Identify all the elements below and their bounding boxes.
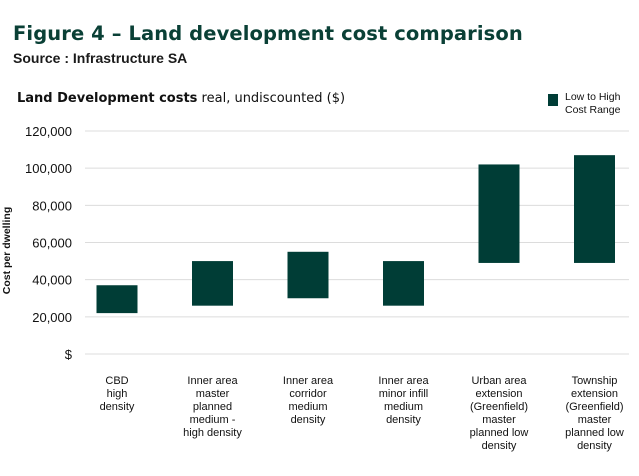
legend-label: Low to High Cost Range	[565, 91, 621, 116]
figure-source: Source : Infrastructure SA	[13, 50, 188, 66]
y-tick-label: 120,000	[25, 124, 72, 139]
range-bar	[96, 285, 138, 314]
x-category-label: Urban area extension (Greenfield) master…	[469, 375, 529, 452]
y-tick-label: 60,000	[32, 236, 72, 251]
x-category-label: Inner area corridor medium density	[282, 375, 334, 426]
figure-title: Figure 4 – Land development cost compari…	[13, 22, 523, 45]
x-category-label: CBD high density	[99, 375, 135, 413]
y-tick-label: 100,000	[25, 161, 72, 176]
range-bar	[287, 251, 329, 299]
x-category-label: Inner area minor infill medium density	[378, 375, 429, 426]
y-tick-label: $	[65, 347, 73, 362]
y-tick-label: 20,000	[32, 310, 72, 325]
chart-title: Land Development costs real, undiscounte…	[17, 91, 345, 106]
y-tick-label: 80,000	[32, 198, 72, 213]
range-bar	[383, 261, 424, 306]
y-tick-label: 40,000	[32, 273, 72, 288]
range-bar	[478, 164, 520, 263]
range-bar	[574, 155, 615, 263]
x-category-label: Inner area master planned medium - high …	[183, 375, 242, 439]
chart-legend: Low to High Cost Range	[548, 91, 639, 116]
range-bar	[192, 261, 233, 306]
y-axis-title: Cost per dwelling	[1, 207, 13, 295]
chart-title-rest: real, undiscounted ($)	[197, 91, 346, 106]
x-category-label: Township extension (Greenfield) master p…	[565, 375, 624, 452]
legend-swatch	[548, 94, 558, 106]
chart-title-bold: Land Development costs	[17, 91, 198, 106]
